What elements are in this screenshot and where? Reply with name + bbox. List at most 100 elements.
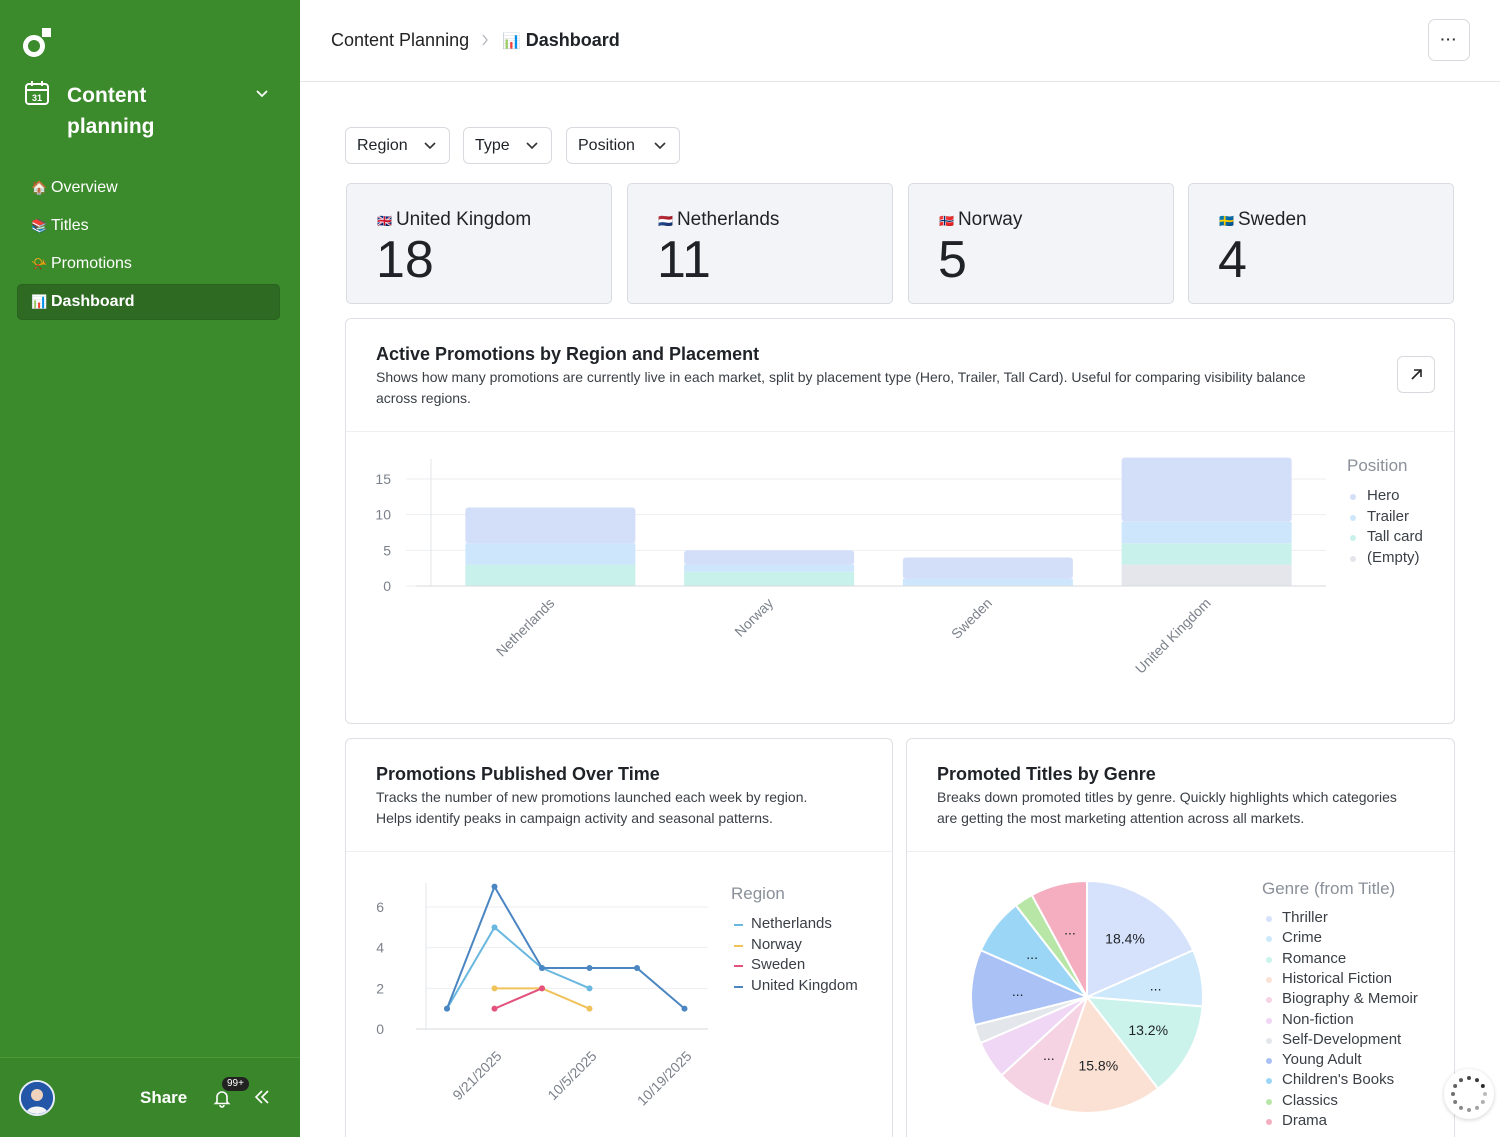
legend-item-biography-memoir[interactable]: Biography & Memoir: [1282, 990, 1418, 1008]
bar-segment-united-kingdom-empty[interactable]: [1121, 564, 1292, 586]
bar-segment-norway-hero[interactable]: [684, 550, 855, 565]
data-point-sweden[interactable]: [491, 1005, 498, 1012]
data-point-united-kingdom[interactable]: [634, 965, 640, 971]
data-point-netherlands[interactable]: [491, 924, 498, 931]
breadcrumb-current[interactable]: 📊 Dashboard: [502, 30, 620, 51]
legend-item-united-kingdom[interactable]: United Kingdom: [751, 976, 858, 994]
legend-marker: [1350, 535, 1356, 541]
x-tick-label: 10/19/2025: [634, 1048, 695, 1109]
pie-slice-label: ...: [1043, 1047, 1055, 1063]
kpi-card-united-kingdom[interactable]: 🇬🇧 United Kingdom 18: [346, 183, 612, 304]
legend-marker: [1266, 1119, 1272, 1125]
series-line-sweden[interactable]: [494, 987, 543, 1010]
data-point-united-kingdom[interactable]: [539, 965, 545, 971]
legend-item-historical-fiction[interactable]: Historical Fiction: [1282, 969, 1393, 987]
filter-type[interactable]: Type: [463, 127, 552, 164]
y-tick-label: 4: [376, 940, 384, 956]
panel-title: Active Promotions by Region and Placemen…: [376, 344, 760, 364]
share-button[interactable]: Share: [140, 1088, 188, 1107]
sidebar-item-overview[interactable]: 🏠 Overview: [17, 170, 280, 206]
legend-item-netherlands[interactable]: Netherlands: [751, 915, 832, 932]
legend-marker: [734, 944, 743, 947]
bar-segment-netherlands-trailer[interactable]: [465, 543, 636, 565]
legend-item-thriller[interactable]: Thriller: [1282, 909, 1328, 926]
sidebar: 31 Content planning 🏠 Overview 📚 Titles …: [0, 0, 300, 1137]
legend-item-classics[interactable]: Classics: [1282, 1091, 1338, 1109]
series-line-norway[interactable]: [494, 987, 590, 1010]
more-options-button[interactable]: ···: [1428, 19, 1470, 61]
bar-segment-united-kingdom-trailer[interactable]: [1121, 521, 1292, 544]
expand-chart-button[interactable]: [1397, 356, 1435, 393]
kpi-card-netherlands[interactable]: 🇳🇱 Netherlands 11: [627, 183, 893, 304]
workspace-title[interactable]: Content planning: [67, 84, 155, 138]
pie-slice-romance[interactable]: [1084, 995, 1204, 1091]
bar-segment-norway-trailer[interactable]: [684, 564, 855, 572]
bar-segment-netherlands-tall-card[interactable]: [465, 564, 636, 586]
legend-item-drama[interactable]: Drama: [1282, 1112, 1328, 1129]
legend-item-young-adult[interactable]: Young Adult: [1282, 1051, 1362, 1069]
legend-title: Position: [1347, 456, 1408, 475]
legend-item-sweden[interactable]: Sweden: [751, 956, 806, 973]
y-tick-label: 0: [376, 1021, 384, 1037]
sidebar-item-titles[interactable]: 📚 Titles: [17, 208, 280, 244]
pie-slice-young-adult[interactable]: [970, 948, 1091, 1027]
sidebar-item-dashboard[interactable]: 📊 Dashboard: [17, 284, 280, 320]
kpi-label: 🇬🇧 United Kingdom: [377, 209, 531, 231]
bar-segment-sweden-trailer[interactable]: [902, 578, 1073, 586]
data-point-norway[interactable]: [586, 1005, 593, 1012]
filter-position[interactable]: Position: [566, 127, 680, 164]
pie-slice-thriller[interactable]: [1086, 879, 1195, 999]
series-line-netherlands[interactable]: [446, 925, 590, 1010]
data-point-sweden[interactable]: [539, 985, 545, 992]
filter-region[interactable]: Region: [345, 127, 450, 164]
panel-description-line: are getting the most marketing attention…: [937, 810, 1305, 826]
sidebar-footer: Share 99+: [0, 1057, 300, 1137]
legend-item-tall-card[interactable]: Tall card: [1367, 528, 1423, 545]
pie-slice-label: ...: [1150, 977, 1162, 993]
panel-description-line: across regions.: [376, 390, 471, 406]
kpi-card-norway[interactable]: 🇳🇴 Norway 5: [908, 183, 1174, 304]
data-point-united-kingdom[interactable]: [491, 883, 498, 890]
legend-item-empty[interactable]: (Empty): [1367, 548, 1420, 566]
spinner-dot: [1467, 1108, 1471, 1112]
breadcrumb-parent[interactable]: Content Planning: [331, 30, 470, 50]
legend-marker: [734, 924, 743, 926]
legend-item-self-development[interactable]: Self-Development: [1282, 1030, 1402, 1048]
data-point-united-kingdom[interactable]: [444, 1005, 450, 1012]
pie-slice-historical-fiction[interactable]: [1047, 994, 1160, 1114]
data-point-united-kingdom[interactable]: [681, 1005, 688, 1012]
spinner-dot: [1475, 1078, 1479, 1083]
bar-segment-united-kingdom-hero[interactable]: [1121, 457, 1292, 522]
series-line-united-kingdom[interactable]: [446, 884, 686, 1010]
app-logo-icon[interactable]: [20, 26, 54, 60]
legend-item-crime[interactable]: Crime: [1282, 929, 1322, 947]
pie-slice-drama[interactable]: [1030, 879, 1088, 998]
user-avatar-icon: [21, 1082, 53, 1114]
data-point-united-kingdom[interactable]: [586, 965, 593, 971]
sidebar-item-label: Titles: [51, 217, 89, 234]
y-tick-label: 0: [383, 578, 391, 594]
bar-segment-united-kingdom-tall-card[interactable]: [1121, 543, 1292, 565]
legend-item-hero[interactable]: Hero: [1367, 487, 1400, 504]
legend-marker: [734, 985, 743, 988]
legend-item-children-s-books[interactable]: Children's Books: [1282, 1071, 1395, 1089]
kpi-card-sweden[interactable]: 🇸🇪 Sweden 4: [1188, 183, 1454, 304]
avatar[interactable]: [19, 1080, 55, 1116]
sidebar-item-promotions[interactable]: 📯 Promotions: [17, 246, 280, 282]
legend-item-romance[interactable]: Romance: [1282, 949, 1347, 967]
panel-header: Promoted Titles by Genre Breaks down pro…: [907, 739, 1454, 852]
bar-segment-sweden-hero[interactable]: [902, 557, 1073, 579]
collapse-sidebar-icon[interactable]: [253, 1088, 271, 1106]
bar-segment-norway-tall-card[interactable]: [684, 571, 855, 586]
panel-description-line: Shows how many promotions are currently …: [376, 369, 1306, 385]
page-title: Dashboard: [525, 30, 620, 50]
data-point-netherlands[interactable]: [586, 985, 593, 992]
legend-item-trailer[interactable]: Trailer: [1367, 507, 1409, 525]
bar-segment-netherlands-hero[interactable]: [465, 507, 636, 544]
chevron-down-icon[interactable]: [254, 86, 270, 102]
legend-item-non-fiction[interactable]: Non-fiction: [1282, 1010, 1354, 1028]
legend-item-norway[interactable]: Norway: [751, 935, 802, 953]
bell-icon[interactable]: [212, 1088, 232, 1108]
panel-title: Promotions Published Over Time: [376, 764, 660, 784]
data-point-norway[interactable]: [491, 985, 498, 992]
